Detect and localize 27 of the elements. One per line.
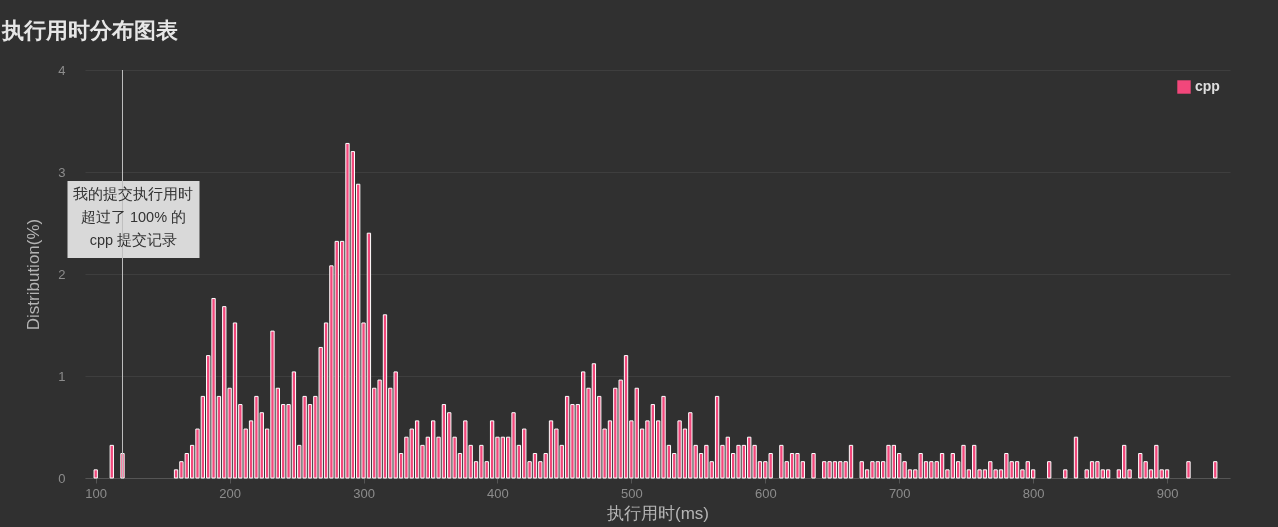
x-tick-label: 600	[754, 485, 777, 501]
x-tick-label: 800	[1022, 485, 1045, 501]
x-tick-label: 700	[888, 485, 911, 501]
y-tick-label: 3	[58, 164, 66, 180]
y-tick-label: 2	[58, 266, 66, 282]
x-tick-label: 400	[487, 485, 509, 501]
bar	[1073, 436, 1079, 479]
y-tick-label: 0	[58, 470, 66, 486]
x-axis-title: 执行用时(ms)	[607, 503, 709, 523]
x-tick-label: 200	[219, 485, 241, 501]
y-axis-title: Distribution(%)	[24, 218, 44, 331]
bar	[1186, 461, 1191, 479]
bar	[1213, 461, 1218, 479]
x-tick-label: 300	[353, 485, 375, 501]
x-tick-label: 500	[621, 485, 643, 501]
chart-title: 执行用时分布图表	[1, 18, 178, 43]
y-tick-label: 1	[58, 368, 66, 384]
x-tick-label: 900	[1156, 485, 1179, 501]
x-tick-label: 100	[85, 485, 108, 501]
legend-label: cpp	[1195, 78, 1220, 94]
bar	[109, 444, 114, 479]
bar	[1063, 469, 1068, 479]
bar	[811, 453, 816, 479]
bar	[93, 469, 98, 479]
bar	[1047, 461, 1052, 479]
ref-line-label: 我的提交执行用时超过了 100% 的 cpp 提交记录	[73, 186, 194, 248]
y-tick-label: 4	[58, 62, 66, 78]
